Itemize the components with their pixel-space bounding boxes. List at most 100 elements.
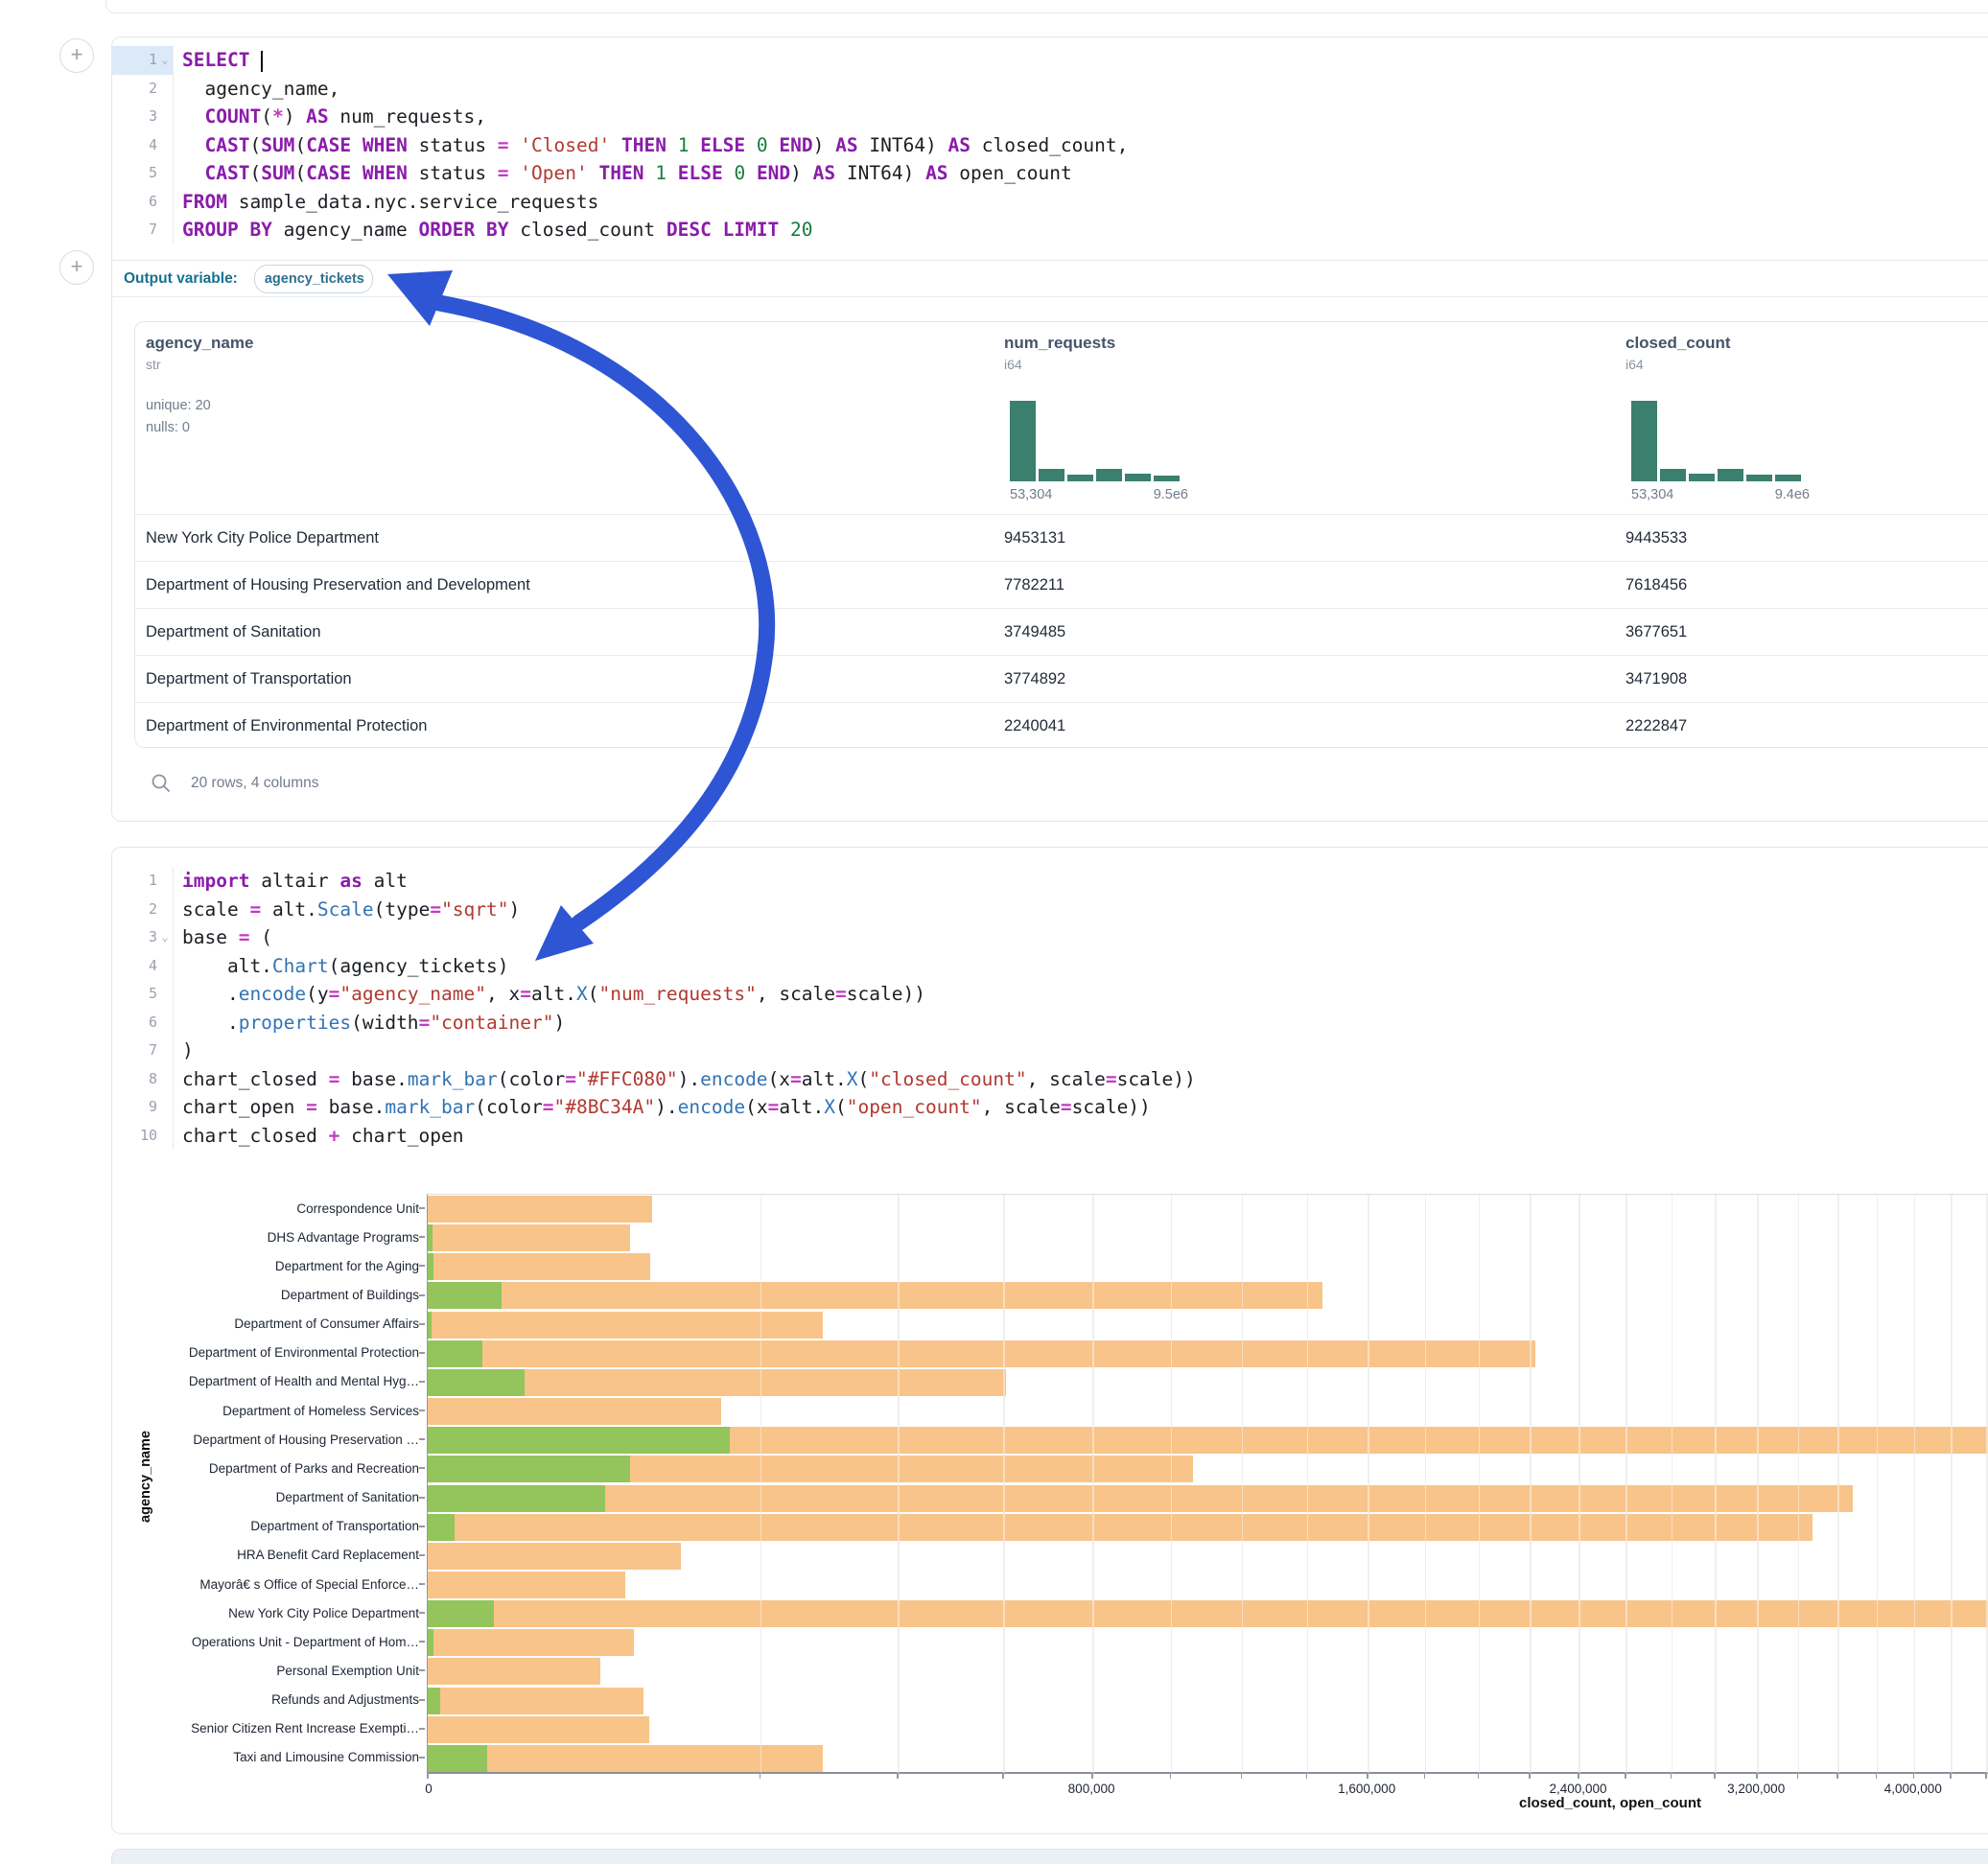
code-token: "#FFC080" — [575, 1067, 678, 1090]
code-text: .encode(y="agency_name", x=alt.X("num_re… — [173, 980, 1988, 1009]
gutter-spacer — [157, 1093, 173, 1122]
code-token: (width — [351, 1011, 419, 1034]
search-icon[interactable] — [151, 773, 172, 794]
code-token: alt. — [779, 1096, 825, 1118]
python-code-editor[interactable]: 1 import altair as alt 2 scale = alt.Scale(… — [112, 867, 1988, 1150]
code-token — [610, 134, 621, 156]
cell-num-requests: 3749485 — [1004, 623, 1066, 641]
y-tick-mark — [419, 1380, 425, 1383]
column-type: i64 — [1004, 357, 1022, 372]
table-row[interactable]: Department of Sanitation 3749485 3677651 — [135, 608, 1988, 656]
line-number: 1 — [148, 872, 157, 889]
line-number: 7 — [148, 1041, 157, 1059]
code-token: closed_count — [508, 219, 667, 241]
code-token: . — [182, 983, 239, 1005]
fold-chevron-icon[interactable]: ⌄ — [161, 930, 169, 944]
code-token: agency_name, — [182, 77, 340, 100]
code-line[interactable]: 2 scale = alt.Scale(type="sqrt") — [112, 895, 1988, 923]
line-number: 3 — [148, 928, 157, 945]
code-token: SELECT — [182, 49, 250, 71]
code-token: ( — [587, 983, 599, 1005]
code-token: INT64) — [835, 162, 926, 184]
code-text: SELECT — [173, 46, 1988, 75]
code-line[interactable]: 7 GROUP BY agency_name ORDER BY closed_co… — [112, 216, 1988, 245]
code-line[interactable]: 3 COUNT(*) AS num_requests, — [112, 103, 1988, 131]
line-number: 6 — [148, 192, 157, 210]
sql-code-editor[interactable]: 1 ⌄ SELECT 2 agency_name, 3 COUNT(*) AS num… — [112, 46, 1988, 245]
code-line[interactable]: 10 chart_closed + chart_open — [112, 1121, 1988, 1150]
bar-closed-count — [428, 1571, 626, 1598]
table-row[interactable]: Department of Transportation 3774892 34719… — [135, 655, 1988, 703]
code-line[interactable]: 9 chart_open = base.mark_bar(color="#8BC3… — [112, 1093, 1988, 1122]
code-token: = — [306, 1096, 317, 1118]
bar-open-count — [428, 1600, 495, 1628]
closed-count-histogram-labels: 53,304 9.4e6 — [1631, 487, 1810, 502]
code-text: FROM sample_data.nyc.service_requests — [173, 187, 1988, 216]
row-column-count: 20 rows, 4 columns — [191, 775, 319, 791]
code-token: X — [846, 1067, 858, 1090]
fold-chevron-icon[interactable]: ⌄ — [157, 46, 173, 75]
column-header-agency-name[interactable]: agency_name str unique: 20 nulls: 0 — [146, 334, 253, 439]
code-token: (x — [767, 1067, 791, 1090]
code-token: chart_closed — [182, 1067, 329, 1090]
chart-plot-area — [427, 1194, 1988, 1773]
x-tick-mark — [1423, 1773, 1426, 1779]
code-line[interactable]: 2 agency_name, — [112, 74, 1988, 104]
code-token: = — [790, 1067, 802, 1090]
code-token — [182, 162, 204, 184]
code-token: scale)) — [1071, 1096, 1151, 1118]
y-axis-label: Mayorâ€ s Office of Special Enforce… — [199, 1576, 419, 1592]
code-line[interactable]: 4 CAST(SUM(CASE WHEN status = 'Closed' T… — [112, 130, 1988, 159]
code-token: as — [339, 870, 363, 892]
code-token: ( — [294, 133, 307, 156]
line-number: 2 — [148, 899, 157, 918]
histogram-bar — [1631, 401, 1657, 481]
gridline — [1579, 1195, 1580, 1773]
add-cell-button-middle[interactable]: + — [59, 250, 94, 285]
cell-num-requests: 7782211 — [1004, 576, 1065, 594]
code-token: import — [182, 870, 250, 892]
column-header-closed-count[interactable]: closed_count i64 — [1625, 334, 1731, 372]
y-tick-mark — [419, 1698, 425, 1701]
table-row[interactable]: New York City Police Department 9453131 94… — [135, 514, 1988, 562]
gutter-spacer — [157, 1009, 173, 1037]
column-header-num-requests[interactable]: num_requests i64 — [1004, 334, 1115, 372]
code-token: ) — [283, 105, 307, 128]
code-line[interactable]: 4 alt.Chart(agency_tickets) — [112, 951, 1988, 980]
code-line[interactable]: 3 ⌄ base = ( — [112, 923, 1988, 952]
y-axis-label: DHS Advantage Programs — [267, 1229, 419, 1245]
code-token — [779, 219, 790, 241]
x-tick-mark — [1836, 1773, 1838, 1779]
code-line[interactable]: 6 .properties(width="container") — [112, 1008, 1988, 1037]
code-line[interactable]: 7) — [112, 1037, 1988, 1065]
code-token: ( — [249, 926, 272, 948]
histogram-bar — [1660, 469, 1686, 481]
code-token: END — [756, 162, 791, 184]
gridline — [1797, 1195, 1800, 1773]
code-line[interactable]: 1 ⌄ SELECT — [112, 46, 1988, 75]
code-token: (color — [475, 1096, 543, 1118]
gutter-spacer — [157, 980, 173, 1009]
gutter-spacer — [157, 75, 173, 104]
gridline — [1092, 1195, 1094, 1773]
code-token: = — [497, 162, 509, 184]
gridline — [1715, 1195, 1717, 1773]
bar-closed-count — [428, 1224, 630, 1252]
code-line[interactable]: 6 FROM sample_data.nyc.service_requests — [112, 187, 1988, 216]
code-line[interactable]: 8 chart_closed = base.mark_bar(color="#FF… — [112, 1064, 1988, 1093]
add-cell-button-top[interactable]: + — [59, 38, 94, 73]
y-axis-label: Senior Citizen Rent Increase Exempti… — [191, 1721, 419, 1736]
gutter-spacer — [157, 216, 173, 245]
code-line[interactable]: 5 CAST(SUM(CASE WHEN status = 'Open' THE… — [112, 159, 1988, 188]
code-token: encode — [700, 1067, 768, 1090]
code-line[interactable]: 1 import altair as alt — [112, 867, 1988, 896]
code-token: alt. — [261, 897, 317, 920]
code-token: 'Open' — [520, 162, 588, 184]
output-variable-badge[interactable]: agency_tickets — [253, 264, 373, 293]
table-row[interactable]: Department of Environmental Protection 22… — [135, 702, 1988, 750]
y-axis-label: Department of Housing Preservation … — [193, 1432, 419, 1447]
histogram-min-label: 53,304 — [1631, 487, 1674, 502]
cell-num-requests: 9453131 — [1004, 529, 1066, 547]
table-row[interactable]: Department of Housing Preservation and D… — [135, 561, 1988, 609]
code-line[interactable]: 5 .encode(y="agency_name", x=alt.X("num_… — [112, 980, 1988, 1009]
